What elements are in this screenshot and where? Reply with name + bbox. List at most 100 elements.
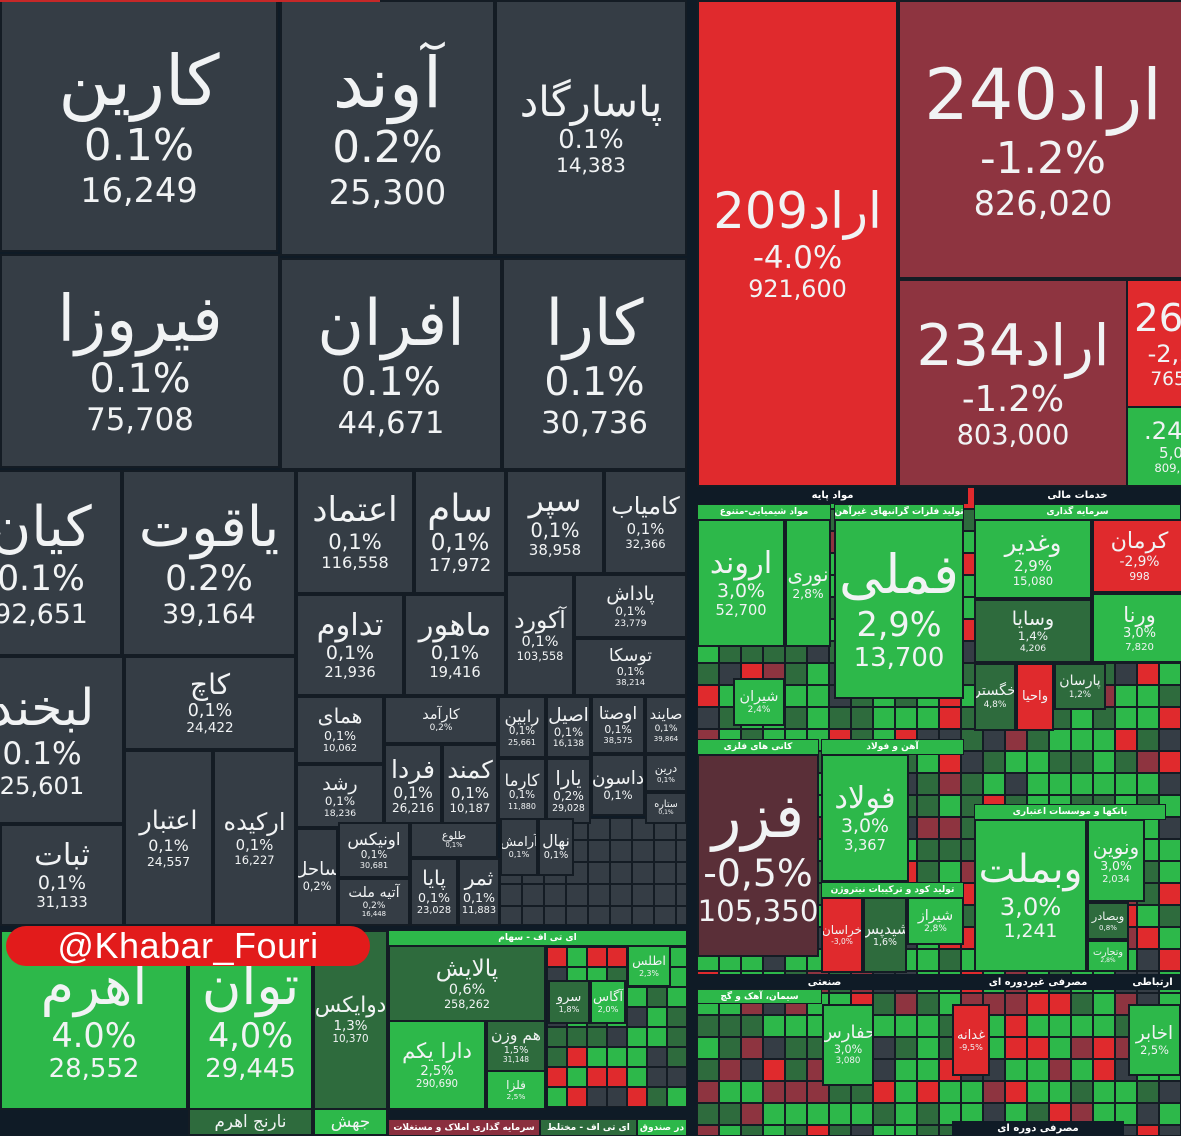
small-tile[interactable]	[763, 1037, 785, 1059]
small-tile[interactable]	[607, 1027, 627, 1047]
stock-tile[interactable]: کاچ 0,1% 24,422	[124, 656, 296, 750]
small-tile[interactable]	[785, 1015, 807, 1037]
stock-tile[interactable]: آتیه ملت 0,2% 16,448	[338, 878, 410, 926]
small-tile[interactable]	[587, 947, 607, 967]
stock-tile[interactable]: جهش	[313, 1108, 388, 1136]
small-tile[interactable]	[719, 1015, 741, 1037]
small-tile[interactable]	[741, 1037, 763, 1059]
small-tile[interactable]	[917, 839, 939, 861]
stock-tile[interactable]: اراد209 -4.0% 921,600	[697, 0, 898, 487]
stock-tile[interactable]: شیران 2,4%	[733, 678, 785, 726]
industry-header[interactable]: تولید فلزات گرانبهای غیرآهن	[834, 504, 964, 520]
small-tile[interactable]	[1159, 773, 1181, 795]
small-tile[interactable]	[1137, 663, 1159, 685]
small-tile[interactable]	[785, 707, 807, 729]
small-tile[interactable]	[939, 1103, 961, 1125]
stock-tile[interactable]: آوند 0.2% 25,300	[280, 0, 495, 256]
stock-tile[interactable]: پاداش 0,1% 23,779	[574, 574, 687, 638]
small-tile[interactable]	[1159, 861, 1181, 883]
stock-tile[interactable]: یارا 0,2% 29,028	[546, 758, 591, 824]
small-tile[interactable]	[632, 840, 654, 862]
industry-header[interactable]: ای تی اف - مختلط	[540, 1119, 637, 1136]
small-tile[interactable]	[1115, 729, 1137, 751]
industry-header[interactable]: در صندوق	[637, 1119, 687, 1136]
small-tile[interactable]	[961, 751, 983, 773]
small-tile[interactable]	[807, 1103, 829, 1125]
small-tile[interactable]	[873, 1015, 895, 1037]
stock-tile[interactable]: پالایش 0,6% 258,262	[388, 945, 546, 1022]
small-tile[interactable]	[785, 1103, 807, 1125]
small-tile[interactable]	[607, 1087, 627, 1107]
small-tile[interactable]	[1071, 773, 1093, 795]
industry-header[interactable]: مواد شیمیایی-متنوع	[697, 504, 831, 520]
small-tile[interactable]	[1027, 1037, 1049, 1059]
small-tile[interactable]	[917, 1125, 939, 1136]
small-tile[interactable]	[1005, 773, 1027, 795]
small-tile[interactable]	[939, 707, 961, 729]
stock-tile[interactable]: اعتبار 0,1% 24,557	[124, 750, 213, 926]
stock-tile[interactable]: اراد234 -1.2% 803,000	[898, 279, 1128, 487]
stock-tile[interactable]: پاسارگاد 0.1% 14,383	[495, 0, 687, 256]
small-tile[interactable]	[500, 884, 522, 906]
stock-tile[interactable]: کارا 0.1% 30,736	[502, 258, 687, 470]
small-tile[interactable]	[1049, 993, 1071, 1015]
small-tile[interactable]	[763, 1103, 785, 1125]
stock-tile[interactable]: کارین 0.1% 16,249	[0, 0, 278, 252]
small-tile[interactable]	[873, 1125, 895, 1136]
small-tile[interactable]	[654, 840, 676, 862]
stock-tile[interactable]: وبصادر 0,8%	[1087, 902, 1129, 940]
small-tile[interactable]	[1005, 993, 1027, 1015]
small-tile[interactable]	[1027, 773, 1049, 795]
small-tile[interactable]	[917, 993, 939, 1015]
small-tile[interactable]	[741, 1015, 763, 1037]
small-tile[interactable]	[547, 1087, 567, 1107]
small-tile[interactable]	[587, 1027, 607, 1047]
small-tile[interactable]	[1093, 707, 1115, 729]
small-tile[interactable]	[647, 1047, 667, 1067]
small-tile[interactable]	[829, 707, 851, 729]
small-tile[interactable]	[741, 1059, 763, 1081]
small-tile[interactable]	[873, 1103, 895, 1125]
small-tile[interactable]	[1115, 1081, 1137, 1103]
stock-tile[interactable]: درین 0,1%	[645, 754, 687, 792]
small-tile[interactable]	[939, 817, 961, 839]
small-tile[interactable]	[1005, 1059, 1027, 1081]
small-tile[interactable]	[1159, 883, 1181, 905]
sector-header[interactable]: صنعتی	[697, 974, 952, 990]
small-tile[interactable]	[1137, 729, 1159, 751]
small-tile[interactable]	[1137, 905, 1159, 927]
sector-header[interactable]: مصرفی غیردوره ای	[952, 974, 1124, 990]
small-tile[interactable]	[1049, 773, 1071, 795]
sector-header[interactable]: مصرفی دوره ای	[952, 1121, 1124, 1136]
small-tile[interactable]	[939, 949, 961, 971]
stock-tile[interactable]: تداوم 0,1% 21,936	[296, 594, 404, 696]
small-tile[interactable]	[785, 1059, 807, 1081]
small-tile[interactable]	[1159, 685, 1181, 707]
small-tile[interactable]	[917, 1037, 939, 1059]
stock-tile[interactable]: ثمر 0,1% 11,883	[458, 858, 500, 926]
stock-tile[interactable]: اروند 3,0% 52,700	[697, 519, 785, 647]
small-tile[interactable]	[1005, 1015, 1027, 1037]
small-tile[interactable]	[667, 987, 687, 1007]
small-tile[interactable]	[895, 993, 917, 1015]
small-tile[interactable]	[851, 1103, 873, 1125]
small-tile[interactable]	[610, 884, 632, 906]
small-tile[interactable]	[983, 1081, 1005, 1103]
small-tile[interactable]	[1115, 773, 1137, 795]
stock-tile[interactable]: غدانه -9,5%	[952, 1004, 990, 1076]
small-tile[interactable]	[1159, 817, 1181, 839]
stock-tile[interactable]: پارسان 1,2%	[1054, 663, 1106, 710]
stock-tile[interactable]: کمند 0,1% 10,187	[442, 744, 498, 828]
stock-tile[interactable]: همای 0,1% 10,062	[296, 696, 384, 764]
small-tile[interactable]	[676, 862, 687, 884]
small-tile[interactable]	[719, 1081, 741, 1103]
industry-header[interactable]: سرمایه گذاری	[974, 504, 1181, 520]
small-tile[interactable]	[873, 1059, 895, 1081]
stock-tile[interactable]: کامیاب 0,1% 32,366	[604, 470, 687, 574]
small-tile[interactable]	[1137, 927, 1159, 949]
industry-header[interactable]: بانکها و موسسات اعتباری	[974, 804, 1166, 820]
small-tile[interactable]	[1115, 685, 1137, 707]
stock-tile[interactable]: طلوع 0,1%	[410, 822, 498, 858]
stock-tile[interactable]: نارنج اهرم	[188, 1108, 313, 1136]
small-tile[interactable]	[873, 707, 895, 729]
